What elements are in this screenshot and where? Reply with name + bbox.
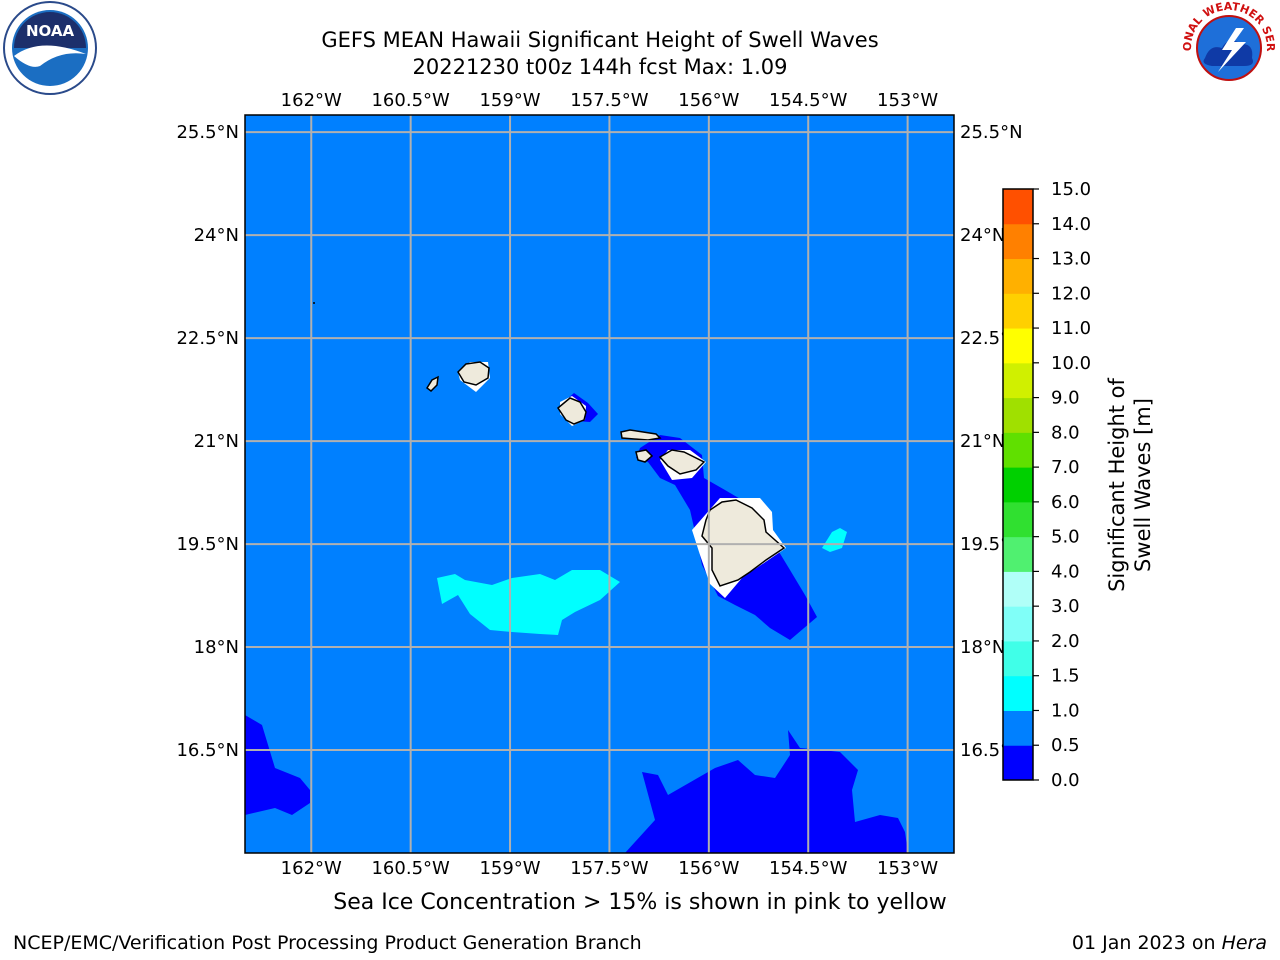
lat-label-left: 18°N xyxy=(194,637,239,658)
lat-label-left: 16.5°N xyxy=(176,740,239,761)
lon-label-top: 156°W xyxy=(678,90,739,111)
noaa-logo-text: NOAA xyxy=(26,22,75,40)
colorbar-tick-label: 3.0 xyxy=(1051,596,1080,617)
colorbar-tick-label: 0.5 xyxy=(1051,735,1080,756)
lon-label-bottom: 160.5°W xyxy=(371,858,450,879)
footer-date-text: 01 Jan 2023 on xyxy=(1071,932,1222,954)
colorbar-segment xyxy=(1003,640,1033,677)
colorbar-segment xyxy=(1003,432,1033,468)
colorbar-tick-label: 1.5 xyxy=(1051,666,1080,687)
lat-label-left: 21°N xyxy=(194,431,239,452)
noaa-logo: NOAA xyxy=(3,1,97,95)
colorbar-segment xyxy=(1003,710,1033,746)
svg-text:NATIONAL WEATHER SERVICE: NATIONAL WEATHER SERVICE xyxy=(0,0,1277,52)
lon-label-bottom: 162°W xyxy=(281,858,342,879)
island-oahu xyxy=(557,397,587,425)
lon-label-top: 154.5°W xyxy=(769,90,848,111)
colorbar-segment xyxy=(1003,189,1033,225)
colorbar-tick-label: 15.0 xyxy=(1051,179,1091,200)
colorbar-tick-label: 8.0 xyxy=(1051,422,1080,443)
land-masses xyxy=(425,361,786,587)
lon-label-bottom: 156°W xyxy=(678,858,739,879)
colorbar: 0.0 0.5 1.0 1.5 2.0 3.0 4.0 5.0 6.0 7.0 8.0 9.0 10.0… xyxy=(1002,179,1091,791)
colorbar-tick-label: 2.0 xyxy=(1051,631,1080,652)
island-molokai xyxy=(620,429,662,441)
colorbar-tick-label: 1.0 xyxy=(1051,700,1080,721)
contour-mid-south xyxy=(437,570,620,635)
ocean-background xyxy=(245,115,954,853)
lon-label-bottom: 153°W xyxy=(877,858,938,879)
colorbar-tick-label: 5.0 xyxy=(1051,527,1080,548)
lat-label-right: 24°N xyxy=(960,225,1005,246)
island-lanai xyxy=(635,449,654,463)
colorbar-segment xyxy=(1003,328,1033,364)
colorbar-tick-label: 0.0 xyxy=(1051,770,1080,791)
island-maui xyxy=(658,449,706,475)
colorbar-tick-label: 13.0 xyxy=(1051,249,1091,270)
lat-label-left: 19.5°N xyxy=(176,534,239,555)
lon-label-top: 159°W xyxy=(479,90,540,111)
lat-label-left: 25.5°N xyxy=(176,122,239,143)
chart-subtitle: 20221230 t00z 144h fcst Max: 1.09 xyxy=(412,55,788,79)
axis-tick-labels: 162°W 162°W 160.5°W 160.5°W 159°W 159°W 157.5°… xyxy=(176,90,1022,879)
colorbar-segment xyxy=(1003,606,1033,642)
lat-label-right: 25.5°N xyxy=(960,122,1023,143)
contour-low-bottom xyxy=(625,730,908,853)
colorbar-segment xyxy=(1003,293,1033,329)
colorbar-segment xyxy=(1003,536,1033,572)
nws-logo: NATIONAL WEATHER SERVICE xyxy=(0,0,1277,94)
lon-label-top: 160.5°W xyxy=(371,90,450,111)
graticule xyxy=(245,115,954,853)
lon-label-top: 162°W xyxy=(281,90,342,111)
colorbar-tick-label: 12.0 xyxy=(1051,283,1091,304)
colorbar-segment xyxy=(1003,745,1033,781)
footer-date: 01 Jan 2023 on Hera xyxy=(1072,932,1267,954)
footer-machine: Hera xyxy=(1221,932,1267,954)
colorbar-label-line1: Significant Height of xyxy=(1105,377,1129,591)
map-area xyxy=(244,114,955,854)
map-border xyxy=(244,114,955,854)
colorbar-tick-label: 9.0 xyxy=(1051,388,1080,409)
colorbar-tick-label: 4.0 xyxy=(1051,561,1080,582)
colorbar-segment xyxy=(1003,258,1033,294)
colorbar-segment xyxy=(1003,397,1033,433)
swell-contours xyxy=(245,302,908,853)
colorbar-segment xyxy=(1003,362,1033,399)
island-hawaii xyxy=(701,499,786,587)
colorbar-segment xyxy=(1003,223,1033,260)
colorbar-segment xyxy=(1003,571,1033,607)
colorbar-segment xyxy=(1003,501,1033,538)
colorbar-tick-label: 7.0 xyxy=(1051,457,1080,478)
footer-branch: NCEP/EMC/Verification Post Processing Pr… xyxy=(13,932,642,954)
colorbar-segment xyxy=(1003,467,1033,503)
nws-logo-text: NATIONAL WEATHER SERVICE xyxy=(0,0,1277,52)
lat-label-left: 24°N xyxy=(194,225,239,246)
contour-low-left xyxy=(245,715,310,815)
island-niihau xyxy=(425,375,439,392)
sea-ice-caption: Sea Ice Concentration > 15% is shown in … xyxy=(333,890,947,915)
lon-label-top: 153°W xyxy=(877,90,938,111)
lat-label-right: 21°N xyxy=(960,431,1005,452)
colorbar-segment xyxy=(1003,675,1033,711)
colorbar-frame xyxy=(1002,188,1034,781)
lon-label-bottom: 157.5°W xyxy=(570,858,649,879)
lat-label-left: 22.5°N xyxy=(176,328,239,349)
lon-label-bottom: 154.5°W xyxy=(769,858,848,879)
lon-label-top: 157.5°W xyxy=(570,90,649,111)
contour-mid-east xyxy=(822,528,847,552)
colorbar-tick-label: 10.0 xyxy=(1051,353,1091,374)
chart-title: GEFS MEAN Hawaii Significant Height of S… xyxy=(321,28,879,52)
island-kauai xyxy=(457,361,490,386)
colorbar-tick-label: 6.0 xyxy=(1051,492,1080,513)
colorbar-label-line2: Swell Waves [m] xyxy=(1131,398,1155,572)
lat-label-right: 18°N xyxy=(960,637,1005,658)
colorbar-tick-label: 11.0 xyxy=(1051,318,1091,339)
colorbar-tick-label: 14.0 xyxy=(1051,214,1091,235)
lon-label-bottom: 159°W xyxy=(479,858,540,879)
